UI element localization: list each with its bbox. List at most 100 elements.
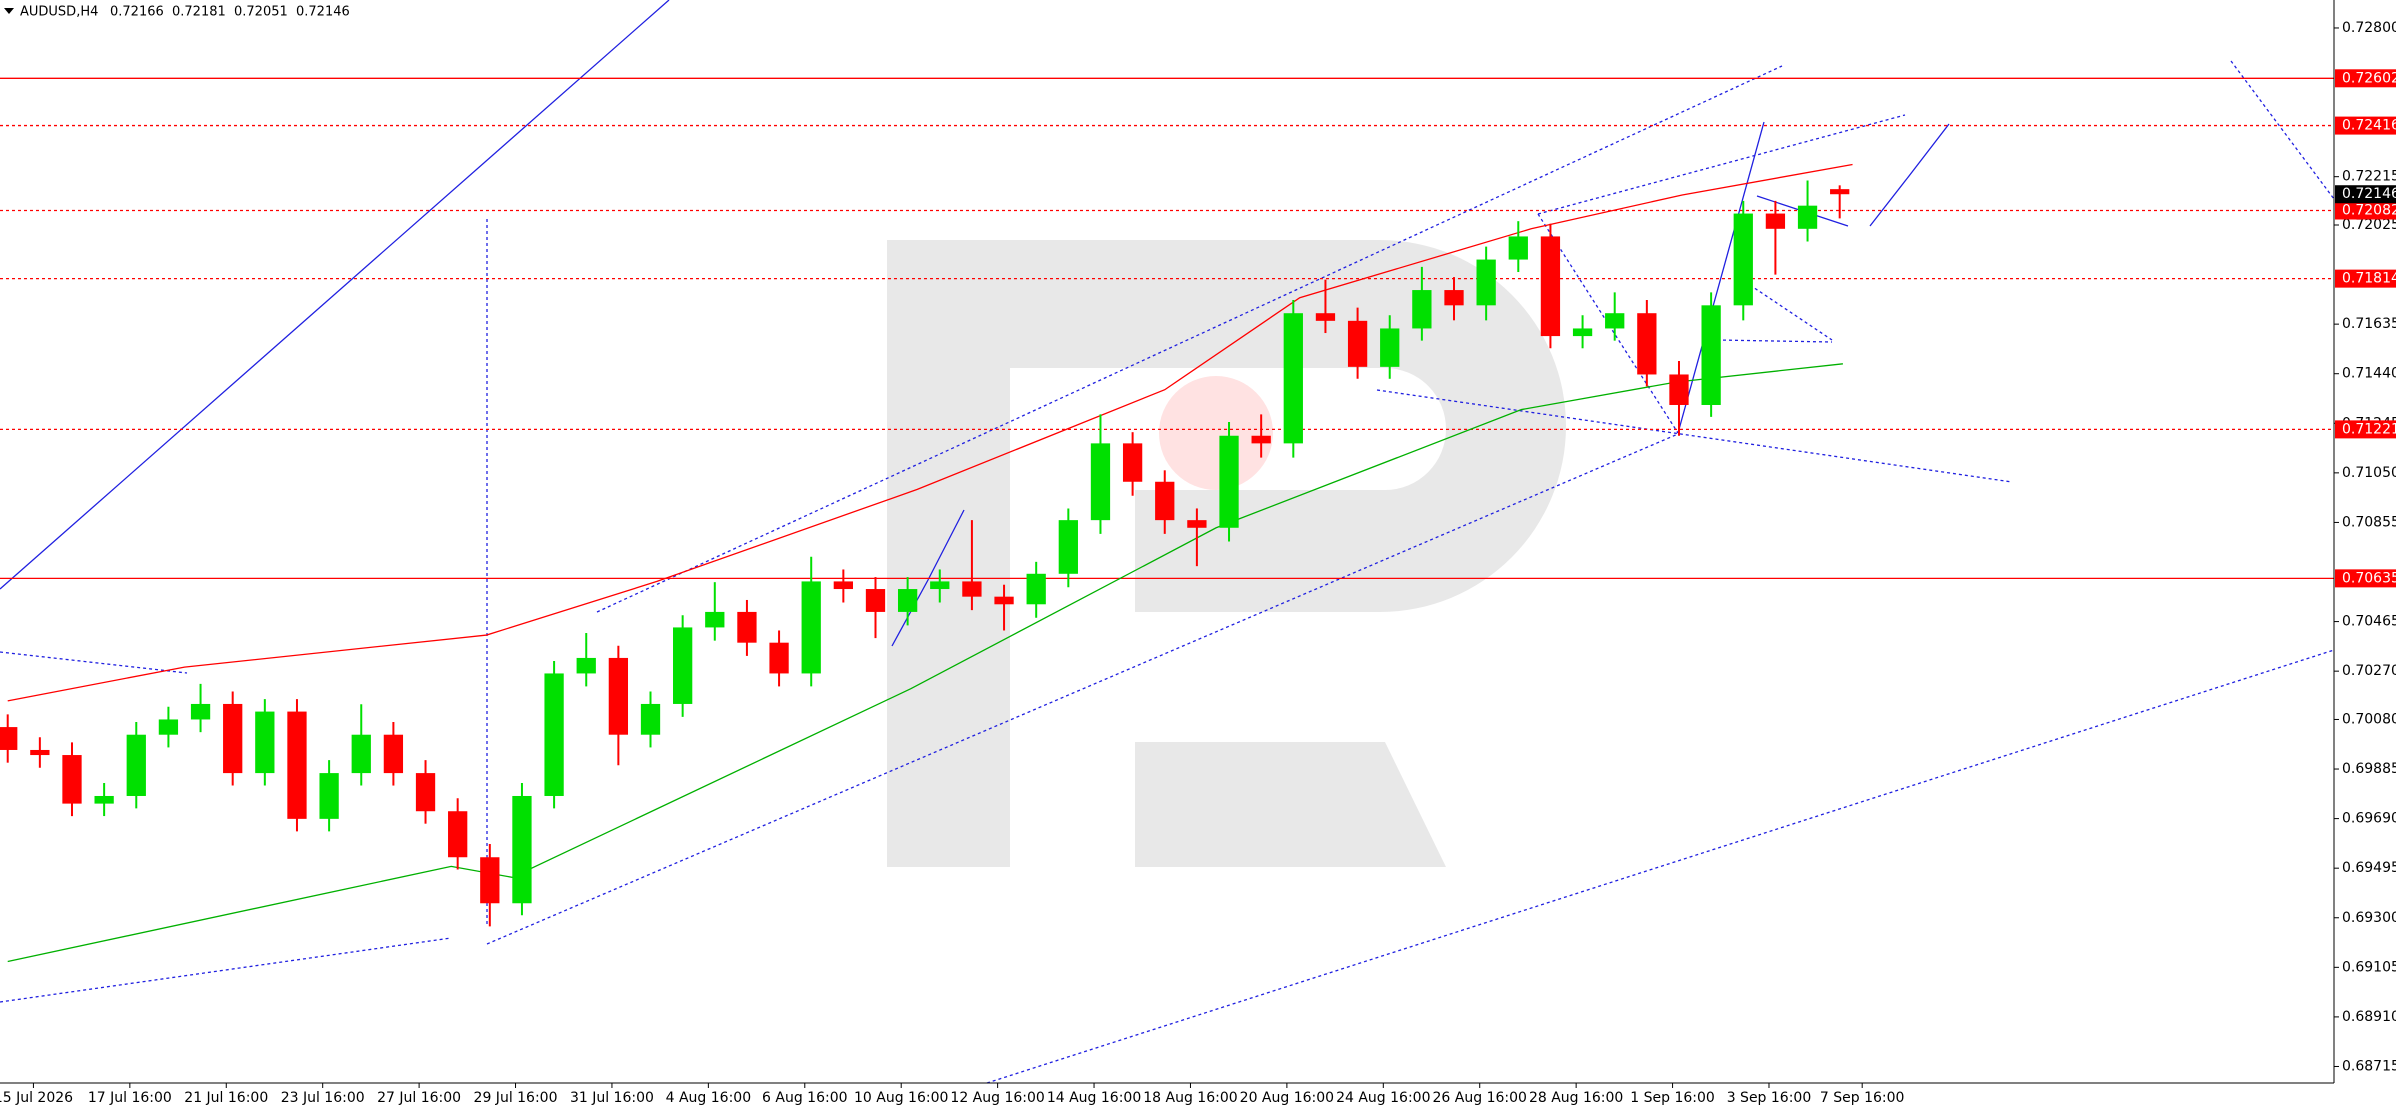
candle-body (1315, 313, 1336, 321)
x-tick-label: 18 Aug 16:00 (1143, 1090, 1237, 1106)
y-tick-label: 0.68715 (2342, 1058, 2396, 1074)
level-label: 0.72082 (2342, 202, 2396, 218)
x-tick-label: 31 Jul 16:00 (570, 1090, 654, 1106)
candle-body (801, 581, 821, 674)
candle-body (448, 811, 468, 858)
candle-body (1605, 313, 1625, 329)
y-tick-label: 0.69690 (2342, 811, 2396, 827)
header-arrow (4, 8, 14, 14)
x-tick-label: 20 Aug 16:00 (1240, 1090, 1334, 1106)
candle-body (1701, 305, 1721, 405)
candle-body (897, 589, 918, 612)
x-tick-label: 15 Jul 2026 (0, 1090, 73, 1106)
level-label: 0.72602 (2342, 70, 2396, 86)
level-label-box (2335, 69, 2396, 88)
candle-body (673, 627, 693, 704)
y-tick-label: 0.71050 (2342, 465, 2396, 481)
header-low: 0.72051 (234, 5, 288, 20)
candle-body (705, 611, 725, 628)
x-tick-label: 27 Jul 16:00 (377, 1090, 461, 1106)
candle-body (1508, 236, 1528, 260)
candle-body (0, 727, 18, 750)
x-tick-label: 12 Aug 16:00 (950, 1090, 1044, 1106)
y-tick-label: 0.69105 (2342, 959, 2396, 975)
trend-line (1376, 389, 2013, 483)
plot-area (0, 77, 2334, 963)
x-tick-label: 10 Aug 16:00 (854, 1090, 948, 1106)
candle-body (1476, 259, 1496, 306)
x-tick-label: 28 Aug 16:00 (1529, 1090, 1623, 1106)
candle-body (1669, 374, 1689, 405)
candle-body (1540, 236, 1561, 337)
x-tick-label: 23 Jul 16:00 (281, 1090, 365, 1106)
candle-body (1283, 313, 1303, 444)
candle-body (737, 611, 757, 643)
candle-body (287, 711, 307, 819)
candle-body (1026, 573, 1046, 605)
x-tick-label: 7 Sep 16:00 (1820, 1090, 1905, 1106)
candle-body (1444, 290, 1464, 306)
candle-body (62, 755, 82, 804)
candle-body (1347, 320, 1368, 367)
candle-body (1251, 435, 1271, 444)
candle-body (930, 581, 950, 590)
candle-body (1155, 481, 1175, 521)
x-tick-label: 4 Aug 16:00 (666, 1090, 752, 1106)
watermark-leg (1135, 742, 1446, 867)
trend-line (1537, 213, 1679, 434)
candle-body (1637, 313, 1657, 375)
level-label: 0.70635 (2342, 570, 2396, 586)
x-tick-label: 6 Aug 16:00 (762, 1090, 848, 1106)
candle-body (1122, 443, 1143, 482)
watermark-dot (1159, 376, 1273, 490)
level-label: 0.72416 (2342, 118, 2396, 134)
level-label-box (2335, 569, 2396, 588)
x-tick-label: 1 Sep 16:00 (1630, 1090, 1715, 1106)
forecast-line (1677, 121, 1765, 434)
x-tick-label: 26 Aug 16:00 (1433, 1090, 1527, 1106)
y-tick-label: 0.68910 (2342, 1009, 2396, 1025)
y-tick-label: 0.69885 (2342, 761, 2396, 777)
candle-body (1058, 520, 1078, 574)
candle-body (1830, 189, 1850, 195)
y-tick-label: 0.72025 (2342, 217, 2396, 233)
x-tick-label: 21 Jul 16:00 (184, 1090, 268, 1106)
candle-body (962, 581, 982, 597)
forecast-line (891, 509, 965, 647)
level-label-box (2335, 420, 2396, 439)
header-close: 0.72146 (296, 5, 350, 20)
candle-body (994, 596, 1014, 605)
trend-line (0, 937, 452, 1003)
x-tick-label: 24 Aug 16:00 (1336, 1090, 1430, 1106)
candle-body (544, 673, 564, 796)
candle-body (158, 719, 179, 735)
header-high: 0.72181 (172, 5, 226, 20)
candle-body (30, 749, 50, 756)
trend-line (0, 651, 188, 674)
header-open: 0.72166 (110, 5, 164, 20)
level-label-box (2335, 201, 2396, 220)
y-tick-label: 0.70270 (2342, 663, 2396, 679)
candle-body (415, 773, 436, 812)
trend-line (1716, 339, 1833, 343)
moving-average (7, 163, 1853, 702)
y-tick-label: 0.69495 (2342, 860, 2396, 876)
candle-body (1219, 435, 1239, 528)
candle-body (865, 589, 886, 612)
y-tick-label: 0.71635 (2342, 316, 2396, 332)
y-tick-label: 0.70855 (2342, 514, 2396, 530)
candle-body (1187, 520, 1207, 528)
candle-body (608, 657, 629, 735)
y-tick-label: 0.71440 (2342, 366, 2396, 382)
candle-body (1733, 213, 1753, 306)
x-tick-label: 29 Jul 16:00 (474, 1090, 558, 1106)
trend-line (596, 65, 1783, 613)
candle-body (319, 773, 339, 819)
price-label: 0.72146 (2342, 186, 2396, 202)
candle-body (383, 734, 404, 774)
candle-body (94, 795, 114, 804)
trend-line (986, 649, 2335, 1084)
watermark (887, 240, 1566, 867)
level-label-box (2335, 269, 2396, 288)
